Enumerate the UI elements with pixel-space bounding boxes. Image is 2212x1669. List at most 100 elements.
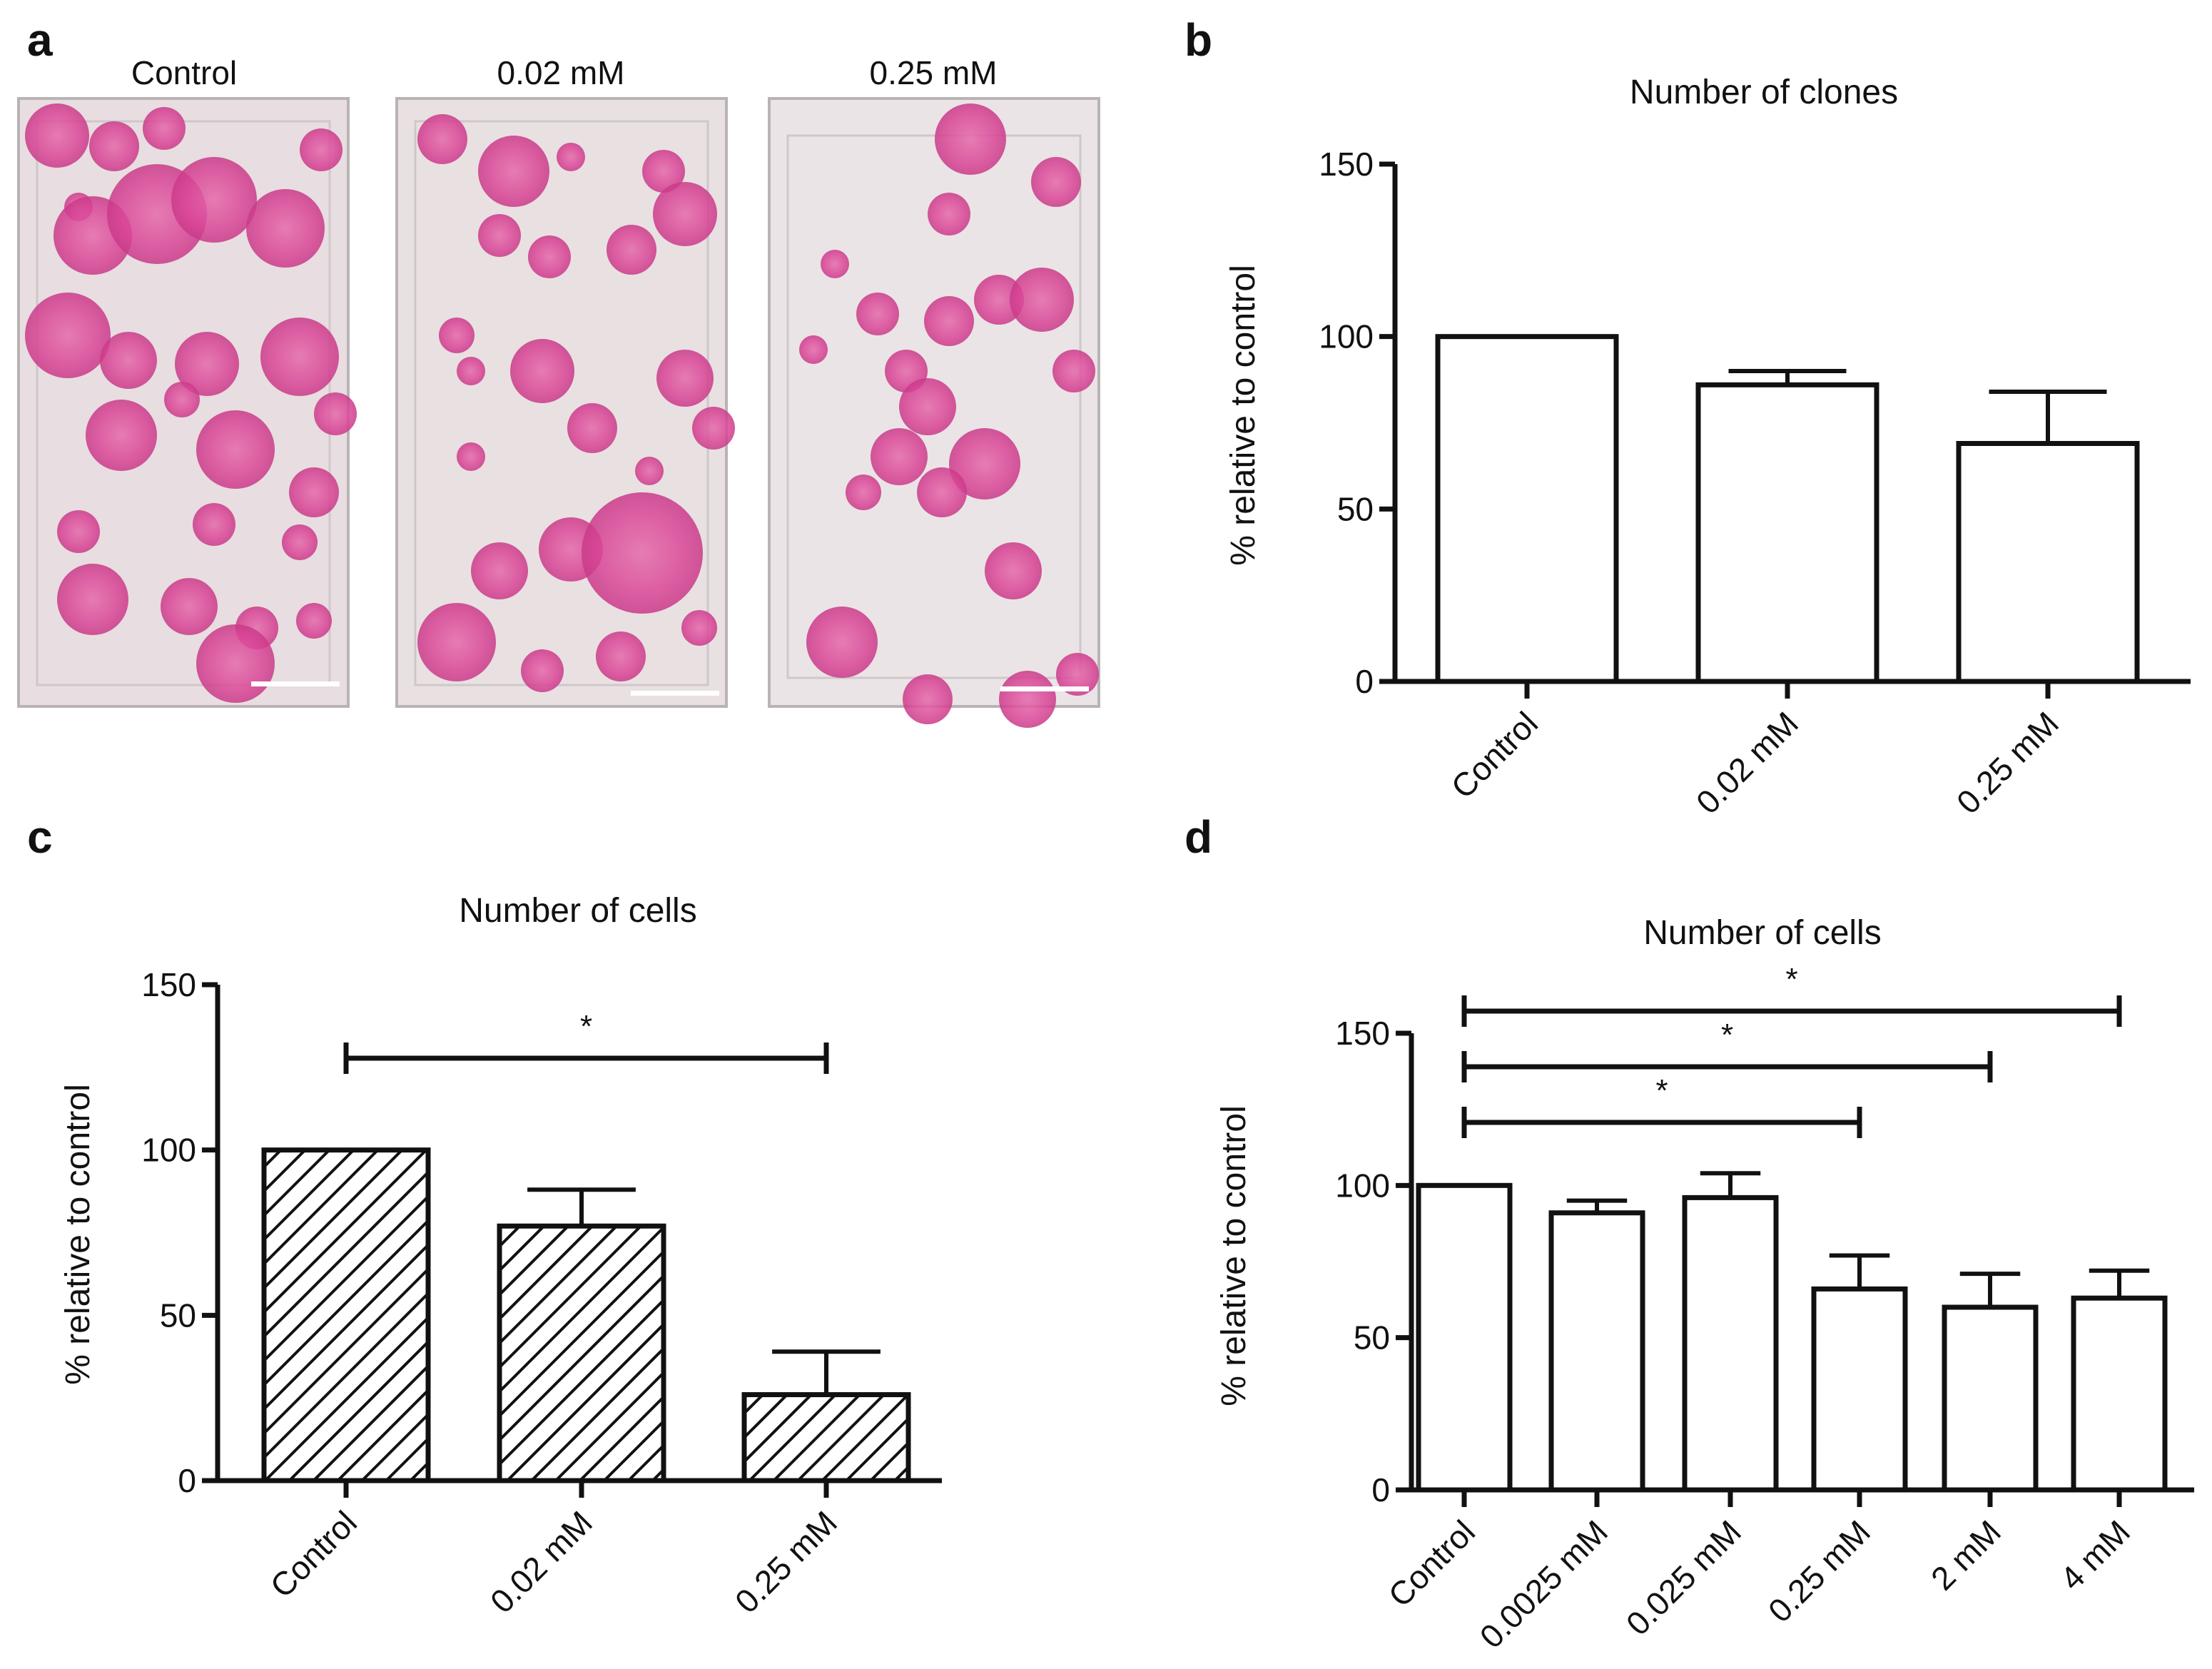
chart-number-of-cells-c: Number of cells % relative to control 0 5… bbox=[59, 892, 942, 1620]
x-tick-label: 0.02 mM bbox=[483, 1503, 599, 1620]
colony bbox=[903, 674, 953, 724]
bar bbox=[1695, 382, 1879, 684]
colony bbox=[260, 318, 339, 396]
colony bbox=[300, 128, 343, 171]
colony bbox=[653, 182, 717, 246]
colony bbox=[282, 524, 318, 560]
plate-photo-control bbox=[17, 97, 357, 708]
colony bbox=[871, 428, 928, 485]
y-tick-label: 150 bbox=[1319, 146, 1374, 183]
colony bbox=[1056, 653, 1099, 696]
chart-number-of-cells-d: Number of cells % relative to control 0 5… bbox=[1215, 914, 2194, 1655]
colony bbox=[196, 624, 275, 703]
colony bbox=[161, 578, 218, 635]
colony bbox=[582, 492, 703, 614]
x-tick-label: 0.0025 mM bbox=[1473, 1513, 1615, 1655]
y-tick-label: 50 bbox=[160, 1297, 196, 1334]
colony bbox=[57, 564, 128, 635]
bar bbox=[1811, 1286, 1908, 1493]
y-tick-label: 100 bbox=[141, 1132, 196, 1169]
colony bbox=[164, 382, 200, 417]
colony bbox=[89, 121, 139, 171]
chart-title: Number of cells bbox=[1643, 914, 1881, 952]
x-tick-label: 0.25 mM bbox=[728, 1503, 844, 1620]
colony bbox=[417, 114, 467, 164]
chart-title: Number of clones bbox=[1630, 73, 1898, 111]
y-axis-label: % relative to control bbox=[59, 1084, 97, 1385]
bar bbox=[261, 1147, 431, 1483]
colony bbox=[510, 339, 574, 403]
colony bbox=[478, 214, 521, 257]
colony bbox=[557, 143, 585, 171]
colony bbox=[681, 610, 717, 646]
colony bbox=[642, 150, 685, 193]
colony bbox=[86, 400, 157, 471]
bar bbox=[2071, 1295, 2168, 1493]
colony bbox=[100, 332, 157, 389]
significance-star: * bbox=[580, 1009, 592, 1044]
colony bbox=[521, 649, 564, 692]
colony bbox=[143, 107, 186, 150]
y-tick-label: 150 bbox=[1335, 1015, 1390, 1052]
chart-title: Number of cells bbox=[459, 892, 696, 930]
colony bbox=[949, 428, 1020, 499]
bar bbox=[741, 1392, 911, 1483]
significance-star: * bbox=[1721, 1018, 1733, 1052]
significance-star: * bbox=[1655, 1073, 1668, 1108]
bar bbox=[497, 1223, 666, 1483]
plate-photo-0-02mm bbox=[395, 97, 735, 708]
photo-label-control: Control bbox=[131, 54, 237, 91]
colony bbox=[974, 275, 1024, 325]
x-tick-label: 0.025 mM bbox=[1619, 1513, 1748, 1642]
colony bbox=[457, 442, 485, 471]
bar bbox=[1548, 1210, 1645, 1493]
scale-bar bbox=[251, 681, 340, 686]
colony bbox=[567, 403, 617, 453]
colony bbox=[25, 103, 89, 168]
panel-letter-d: d bbox=[1184, 811, 1212, 863]
colony bbox=[692, 407, 735, 450]
bar bbox=[1435, 334, 1619, 684]
colony bbox=[846, 475, 881, 510]
colony bbox=[25, 293, 111, 378]
colony bbox=[1010, 268, 1074, 332]
colony bbox=[478, 136, 549, 207]
colony bbox=[471, 542, 528, 599]
colony bbox=[193, 503, 235, 546]
colony bbox=[289, 467, 339, 517]
colony bbox=[799, 335, 828, 364]
colony bbox=[528, 235, 571, 278]
panel-letter-b: b bbox=[1184, 14, 1212, 66]
colony bbox=[457, 357, 485, 385]
chart-number-of-clones: Number of clones % relative to control 0… bbox=[1224, 73, 2191, 821]
colony bbox=[1052, 350, 1095, 392]
x-tick-label: Control bbox=[263, 1503, 364, 1605]
y-tick-label: 0 bbox=[178, 1462, 196, 1499]
bar bbox=[1956, 441, 2140, 684]
y-axis-label: % relative to control bbox=[1224, 265, 1262, 566]
colony bbox=[806, 607, 878, 678]
colony bbox=[635, 457, 664, 485]
bar bbox=[1416, 1182, 1513, 1493]
colony bbox=[856, 293, 899, 335]
colony bbox=[314, 392, 357, 435]
y-tick-label: 0 bbox=[1355, 663, 1374, 700]
colony bbox=[985, 542, 1042, 599]
bar bbox=[1942, 1304, 2039, 1493]
colony bbox=[246, 189, 325, 268]
scale-bar bbox=[1000, 686, 1089, 691]
y-tick-label: 50 bbox=[1354, 1319, 1390, 1356]
bar bbox=[1682, 1194, 1779, 1493]
colony bbox=[821, 250, 849, 278]
colony bbox=[607, 225, 656, 275]
x-tick-label: 2 mM bbox=[1924, 1513, 2008, 1597]
colony bbox=[935, 103, 1006, 175]
colony bbox=[928, 193, 970, 235]
y-tick-label: 100 bbox=[1335, 1167, 1390, 1204]
colony bbox=[296, 603, 332, 639]
panel-letter-a: a bbox=[27, 14, 53, 66]
y-tick-label: 150 bbox=[141, 966, 196, 1003]
scale-bar bbox=[631, 691, 719, 696]
plate-photo-0-25mm bbox=[768, 97, 1100, 728]
